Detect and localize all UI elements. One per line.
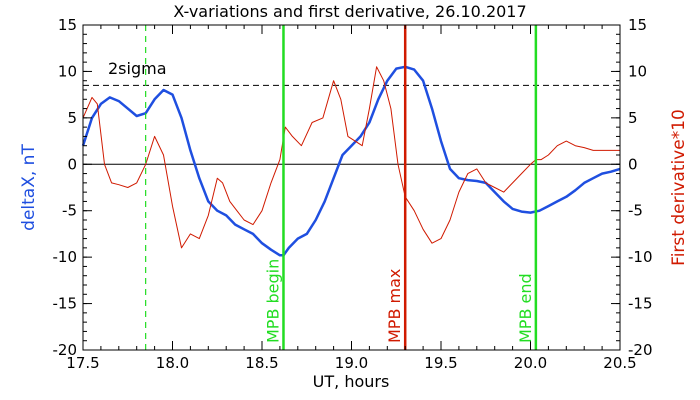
y-tick-label-right: 5 — [628, 109, 638, 127]
y-tick-label-right: 10 — [628, 62, 647, 80]
y-tick-label-right: -5 — [628, 202, 643, 220]
y-tick-label-right: 15 — [628, 16, 647, 34]
plot-area — [81, 25, 621, 350]
y-tick-label-right: -10 — [628, 248, 653, 266]
x-tick-label: 20.0 — [514, 354, 547, 372]
y-tick-label-left: 5 — [67, 109, 77, 127]
y-tick-label-left: -15 — [53, 295, 78, 313]
x-tick-label: 19.0 — [335, 354, 368, 372]
y-tick-label-right: 0 — [628, 155, 638, 173]
x-tick-label: 17.5 — [66, 354, 99, 372]
y-axis-label-right: First derivative*10 — [669, 109, 689, 266]
y-tick-label-left: 15 — [58, 16, 77, 34]
x-tick-label: 19.5 — [424, 354, 457, 372]
sigma-label: 2sigma — [108, 59, 167, 78]
y-tick-label-left: -5 — [62, 202, 77, 220]
series-line-derivative — [82, 66, 620, 249]
chart-title: X-variations and first derivative, 26.10… — [173, 2, 526, 21]
y-tick-label-left: -10 — [53, 248, 78, 266]
x-tick-label: 18.0 — [156, 354, 189, 372]
axis-ticks: 17.5 18.0 18.5 19.0 19.5 20.0 20.5-20 -20-15 -15… — [53, 16, 653, 372]
y-tick-label-left: -20 — [53, 341, 78, 359]
series-line-deltaX — [81, 65, 621, 257]
y-tick-label-right: -15 — [628, 295, 653, 313]
marker-label-mpb-begin: MPB begin — [263, 259, 282, 343]
plot-frame — [82, 24, 621, 351]
y-tick-label-left: 0 — [67, 155, 77, 173]
x-axis-label: UT, hours — [313, 372, 390, 391]
x-tick-label: 18.5 — [245, 354, 278, 372]
y-tick-label-right: -20 — [628, 341, 653, 359]
marker-labels: MPB begin MPB max MPB end — [263, 259, 534, 343]
x-tick-label: 20.5 — [603, 354, 636, 372]
marker-label-mpb-end: MPB end — [516, 273, 535, 343]
y-axis-label-left: deltaX, nT — [19, 144, 39, 231]
y-tick-label-left: 10 — [58, 62, 77, 80]
marker-label-mpb-max: MPB max — [385, 269, 404, 343]
